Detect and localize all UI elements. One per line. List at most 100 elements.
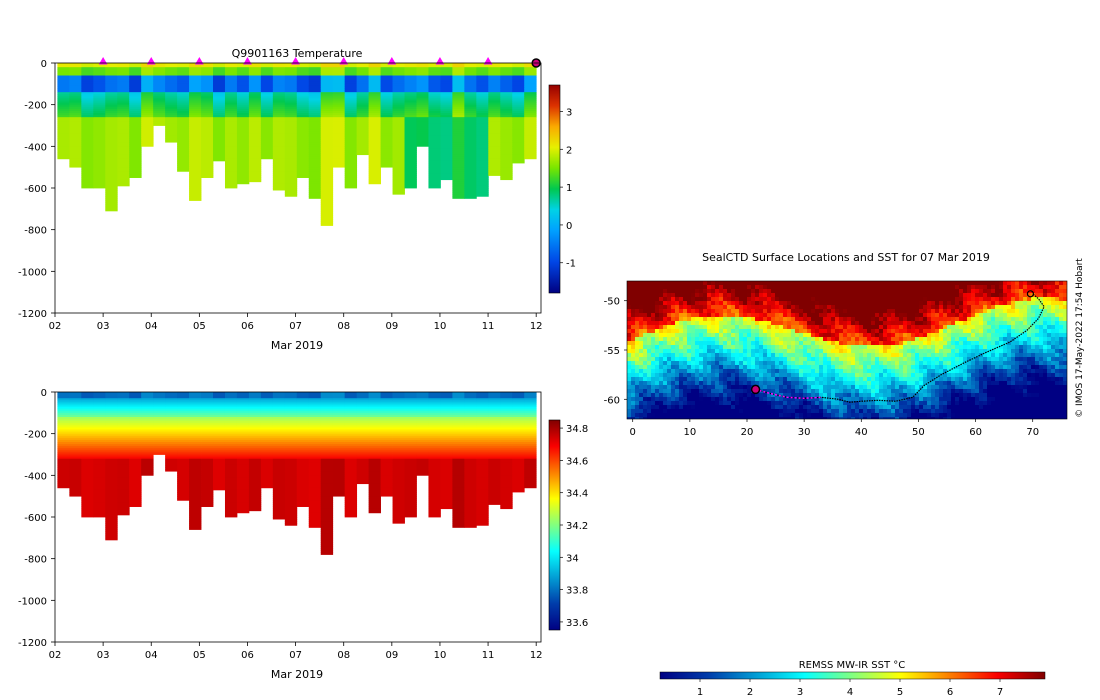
- cell: [213, 148, 226, 151]
- sst-cell: [755, 281, 760, 286]
- cell: [105, 456, 118, 460]
- cell: [260, 404, 274, 407]
- cell: [296, 500, 310, 503]
- cell: [464, 502, 477, 505]
- cell: [488, 156, 501, 160]
- cell: [129, 79, 142, 83]
- cell: [93, 119, 106, 122]
- cell: [524, 142, 537, 145]
- cell: [141, 444, 154, 447]
- cell: [332, 487, 346, 491]
- cell: [332, 144, 346, 147]
- cell: [177, 460, 190, 464]
- cell: [296, 129, 310, 133]
- cell: [224, 485, 238, 489]
- cell: [296, 456, 310, 460]
- sst-cell: [1003, 289, 1008, 294]
- cell: [500, 167, 513, 170]
- cell: [284, 464, 298, 468]
- cell: [428, 454, 441, 457]
- cell: [392, 442, 405, 445]
- cell: [464, 521, 477, 524]
- cell: [189, 73, 202, 76]
- sst-cell: [739, 281, 744, 286]
- cell: [153, 412, 166, 416]
- cell: [344, 417, 358, 420]
- sst-cell: [899, 281, 904, 286]
- cell: [189, 464, 202, 468]
- cell: [512, 144, 525, 147]
- cell: [428, 394, 441, 397]
- cell: [117, 65, 130, 68]
- cell: [284, 427, 298, 430]
- cell: [177, 167, 190, 170]
- cell: [380, 119, 393, 122]
- cell: [129, 469, 142, 472]
- cell: [189, 119, 202, 122]
- cell: [129, 473, 142, 476]
- cell: [69, 473, 82, 476]
- cell: [141, 69, 154, 72]
- cell: [129, 150, 142, 153]
- profile-column: [105, 63, 118, 212]
- cell: [476, 510, 489, 514]
- cell: [57, 117, 70, 120]
- cell: [416, 417, 429, 420]
- cell: [284, 510, 298, 514]
- cell: [440, 460, 453, 464]
- cell: [512, 458, 525, 462]
- cell: [452, 92, 465, 95]
- cell: [332, 129, 346, 133]
- cell: [224, 167, 238, 170]
- cell: [177, 85, 190, 89]
- cell: [284, 129, 298, 133]
- cell: [380, 410, 393, 414]
- cell: [93, 429, 106, 432]
- cell: [93, 98, 106, 101]
- cell: [189, 65, 202, 68]
- cell: [308, 521, 322, 524]
- sst-cell: [743, 293, 748, 298]
- cell: [224, 169, 238, 172]
- cell: [308, 456, 322, 460]
- cell: [117, 179, 130, 183]
- cell: [500, 458, 513, 462]
- cell: [416, 131, 429, 135]
- cell: [404, 500, 417, 503]
- cell: [224, 421, 238, 424]
- cell: [177, 412, 190, 416]
- cell: [224, 106, 238, 110]
- cell: [201, 79, 214, 83]
- cell: [332, 396, 346, 399]
- cell: [428, 127, 441, 131]
- cell: [356, 135, 370, 139]
- cell: [428, 481, 441, 485]
- cell: [464, 131, 477, 135]
- cell: [129, 485, 142, 489]
- cell: [428, 498, 441, 501]
- cell: [524, 460, 537, 464]
- cell: [260, 98, 274, 101]
- cell: [189, 398, 202, 401]
- cell: [284, 396, 298, 399]
- cell: [57, 392, 70, 395]
- cell: [189, 133, 202, 137]
- cell: [272, 133, 286, 137]
- cell: [272, 402, 286, 405]
- cell: [512, 158, 525, 162]
- cell: [500, 150, 513, 153]
- cell: [392, 498, 405, 501]
- cell: [165, 77, 178, 81]
- cell: [153, 423, 166, 426]
- cell: [524, 475, 537, 478]
- cell: [105, 160, 118, 164]
- cell: [105, 529, 118, 532]
- cell: [356, 412, 370, 416]
- cell: [105, 100, 118, 103]
- cell: [464, 92, 477, 95]
- cell: [368, 460, 381, 464]
- cell: [452, 444, 465, 447]
- cell: [524, 417, 537, 420]
- cell: [464, 412, 477, 416]
- cell: [189, 196, 202, 199]
